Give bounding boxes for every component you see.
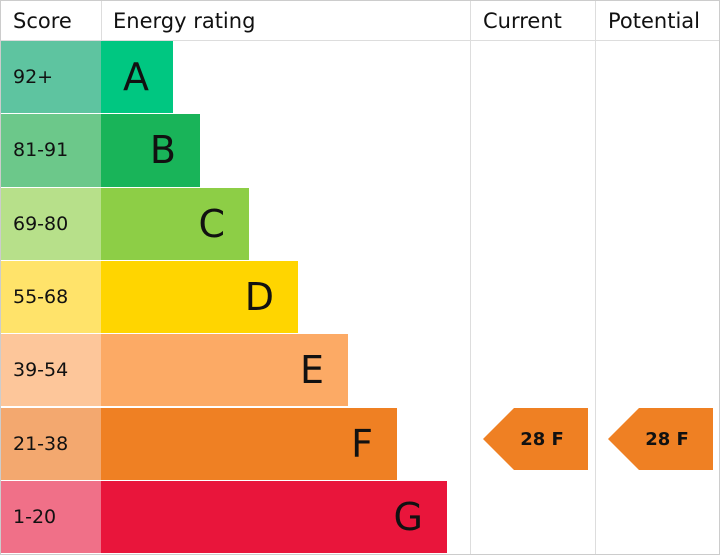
rating-bar: B: [101, 114, 200, 187]
rating-bar: A: [101, 41, 173, 114]
rating-bar: C: [101, 187, 249, 260]
divider: [101, 1, 102, 41]
score-cell: 81-91: [1, 114, 101, 187]
header-potential: Potential: [596, 1, 719, 41]
score-cell: 55-68: [1, 260, 101, 334]
header-score: Score: [1, 1, 101, 41]
score-cell: 1-20: [1, 480, 101, 554]
rating-bar: F: [101, 407, 397, 480]
header-rating: Energy rating: [101, 1, 471, 41]
potential-arrow: [608, 408, 713, 470]
rating-bar: G: [101, 480, 447, 554]
score-cell: 69-80: [1, 187, 101, 260]
rating-bar: D: [101, 260, 298, 334]
current-label: 28 F: [520, 429, 564, 450]
rating-bar: E: [101, 334, 348, 407]
divider: [595, 1, 596, 554]
score-cell: 21-38: [1, 407, 101, 480]
divider: [470, 1, 471, 554]
header-current: Current: [471, 1, 596, 41]
potential-label: 28 F: [645, 429, 689, 450]
score-cell: 39-54: [1, 334, 101, 407]
score-cell: 92+: [1, 41, 101, 114]
current-arrow: [483, 408, 588, 470]
